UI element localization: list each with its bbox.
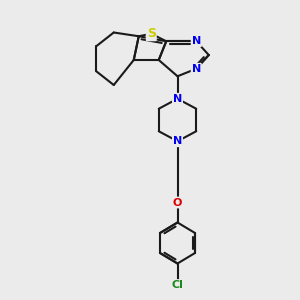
Text: N: N (173, 94, 182, 104)
Text: N: N (192, 36, 201, 46)
Text: O: O (173, 197, 182, 208)
Text: N: N (192, 64, 201, 74)
Text: S: S (147, 27, 156, 40)
Text: N: N (173, 136, 182, 146)
Text: Cl: Cl (172, 280, 183, 290)
